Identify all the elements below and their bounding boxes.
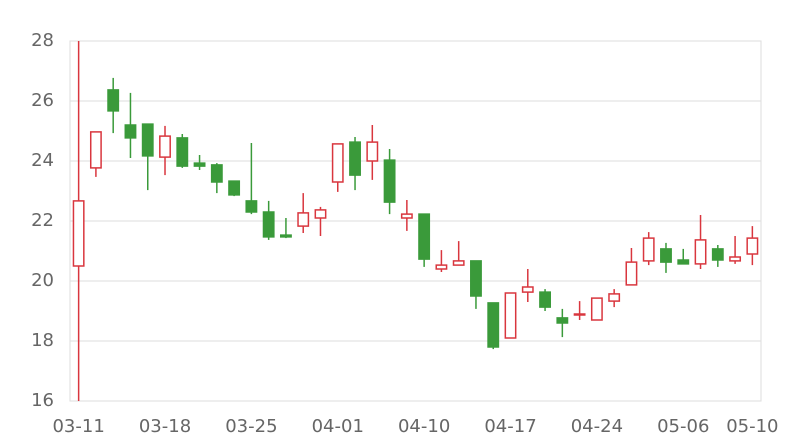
- x-tick-label: 04-01: [312, 416, 364, 437]
- x-tick-label: 03-18: [139, 416, 191, 437]
- candle-body: [159, 135, 171, 158]
- y-tick-label: 26: [31, 90, 54, 111]
- y-tick-label: 22: [31, 210, 54, 231]
- candle-body: [124, 124, 137, 139]
- candle-body: [608, 293, 621, 302]
- y-tick-label: 28: [31, 30, 54, 51]
- candle-body: [349, 141, 361, 176]
- candle-body: [331, 143, 344, 183]
- candle-body: [435, 264, 448, 270]
- candle-body: [72, 200, 85, 267]
- x-tick-label: 04-24: [571, 416, 623, 437]
- candle-body: [504, 292, 517, 339]
- candle-body: [452, 260, 465, 266]
- candle-body: [193, 162, 206, 167]
- candle-body: [297, 212, 310, 227]
- y-tick-label: 18: [31, 330, 54, 351]
- candle-body: [625, 261, 638, 286]
- x-tick-label: 03-11: [52, 416, 104, 437]
- candle-body: [262, 211, 275, 238]
- x-tick-label: 05-06: [657, 416, 709, 437]
- candle-body: [521, 286, 534, 293]
- candle-body: [245, 200, 258, 213]
- candle-body: [280, 234, 292, 238]
- candle-body: [573, 313, 586, 316]
- x-tick-label: 04-10: [398, 416, 450, 437]
- candle-body: [470, 260, 482, 297]
- candle-body: [400, 213, 413, 219]
- candle-body: [746, 237, 759, 255]
- candle-body: [210, 164, 223, 183]
- candle-body: [176, 137, 189, 167]
- candle-body: [314, 209, 327, 219]
- candle-body: [487, 302, 500, 348]
- candle-body: [107, 89, 120, 112]
- candle-body: [660, 248, 672, 263]
- candle-body: [642, 237, 655, 262]
- y-tick-label: 16: [31, 390, 54, 411]
- candle-body: [590, 297, 603, 321]
- x-tick-label: 03-25: [225, 416, 277, 437]
- candle-body: [366, 141, 379, 162]
- candle-body: [89, 131, 102, 169]
- candle-body: [556, 317, 569, 324]
- candle-body: [729, 256, 742, 262]
- y-tick-label: 24: [31, 150, 54, 171]
- candle-body: [228, 180, 241, 196]
- candle-body: [141, 123, 154, 157]
- candle-body: [677, 259, 690, 265]
- candle-body: [711, 248, 724, 261]
- candle-body: [418, 213, 431, 260]
- y-tick-label: 20: [31, 270, 54, 291]
- x-tick-label: 04-17: [484, 416, 536, 437]
- x-tick-label: 05-10: [726, 416, 778, 437]
- candle-body: [694, 239, 707, 265]
- candle-body: [383, 159, 396, 203]
- candle-body: [539, 291, 551, 308]
